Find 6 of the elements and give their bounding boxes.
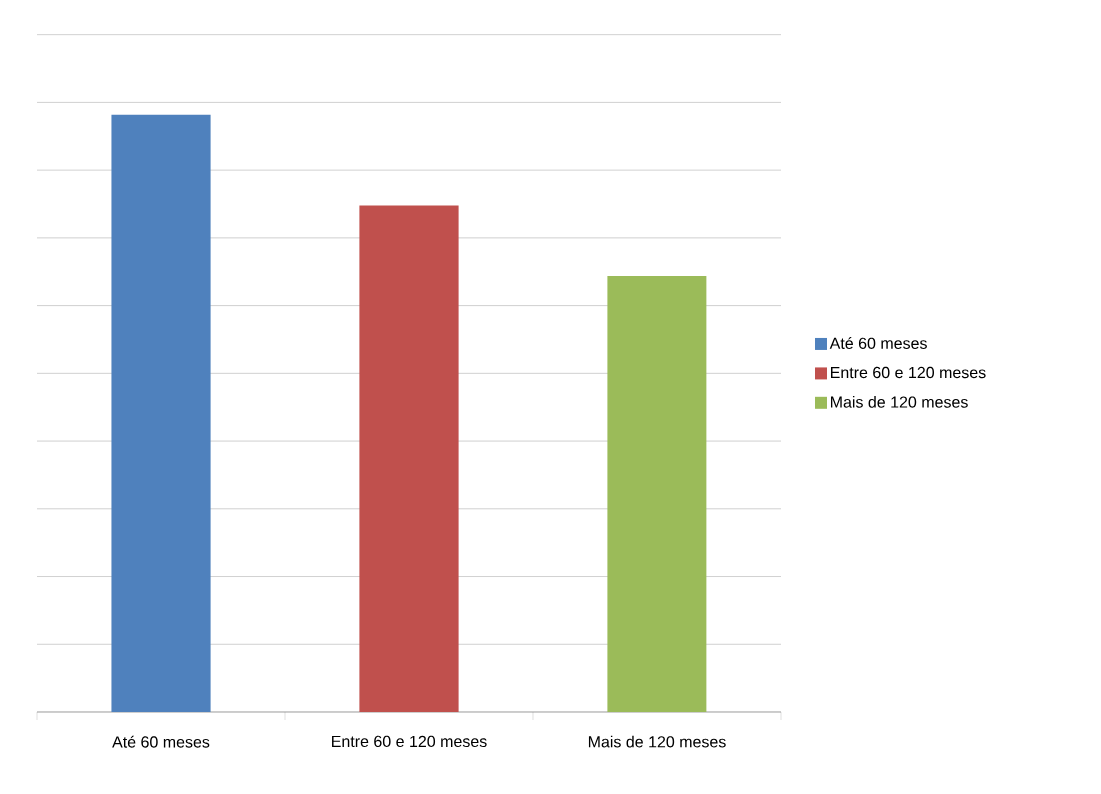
x-tick-label: Mais de 120 meses [588,735,726,748]
x-tick-label: Entre 60 e 120 meses [332,735,487,748]
legend-label: Até 60 meses [829,337,927,349]
x-tick-label: Até 60 meses [112,735,210,748]
legend-label: Mais de 120 meses [831,396,968,408]
legend-label: Entre 60 e 120 meses [831,366,986,379]
